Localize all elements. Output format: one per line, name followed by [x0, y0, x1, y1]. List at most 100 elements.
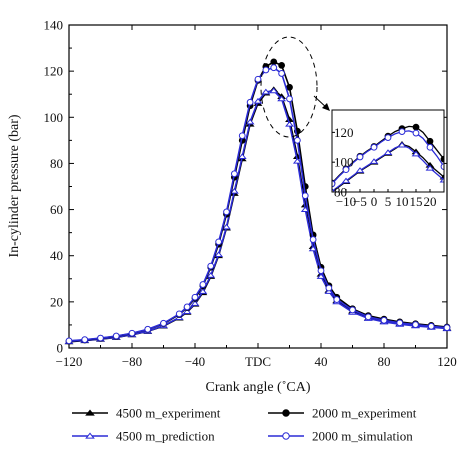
legend: 4500 m_experiment 4500 m_prediction 2000 m…: [72, 406, 417, 444]
data-point: [261, 88, 271, 95]
data-point: [190, 300, 200, 306]
y-tick-label: 40: [50, 248, 63, 263]
data-point: [325, 284, 333, 292]
legend-marker: [85, 409, 95, 416]
inset-data-point: [383, 149, 393, 155]
inset-data-point: [369, 158, 379, 164]
data-point: [206, 272, 216, 278]
inset-data-point: [398, 128, 406, 136]
x-axis-ticks: −120 −80 −40 TDC 40 80 120: [56, 25, 457, 369]
data-point: [144, 325, 152, 333]
data-point: [237, 153, 247, 159]
data-point: [269, 87, 279, 94]
data-point: [238, 132, 246, 140]
inset-data-point: [355, 167, 365, 173]
data-point: [246, 98, 254, 106]
inset-data-point: [370, 143, 378, 151]
zoom-arrow-head: [322, 103, 330, 111]
data-point: [364, 313, 372, 321]
data-point: [396, 319, 404, 327]
x-tick-label: −40: [185, 354, 205, 369]
inset-series: [332, 128, 444, 188]
data-point: [333, 296, 341, 303]
data-point: [65, 337, 73, 345]
x-tick-label: TDC: [245, 354, 271, 369]
inset-series: [332, 141, 444, 192]
y-tick-label: 0: [57, 341, 64, 356]
data-point: [443, 324, 451, 332]
inset-data-point: [425, 164, 435, 171]
data-point: [112, 332, 120, 340]
data-point: [128, 329, 136, 337]
inset-data-point: [412, 129, 420, 137]
y-tick-label: 140: [44, 18, 64, 33]
legend-marker: [85, 432, 95, 439]
inset-data-point: [439, 176, 444, 183]
data-point: [262, 66, 270, 74]
data-point: [160, 319, 167, 327]
inset-y-tick-label: 80: [334, 185, 347, 200]
data-point: [286, 95, 293, 103]
data-point: [198, 288, 208, 294]
data-point: [253, 97, 263, 104]
inset-x-tick-label: 5: [385, 194, 392, 209]
inset-x-axis-ticks: −10−5 0 5 10 15 20: [336, 189, 437, 209]
legend-label: 2000 m_experiment: [312, 406, 417, 421]
inset-data-point: [342, 166, 350, 174]
data-point: [97, 334, 104, 342]
data-point: [293, 136, 301, 144]
data-point: [191, 293, 199, 301]
inset-data-point: [426, 143, 434, 151]
legend-item: 4500 m_experiment: [72, 406, 221, 421]
data-point: [380, 316, 388, 324]
inset-data-point: [332, 188, 336, 192]
x-tick-label: 40: [315, 354, 328, 369]
data-point: [270, 64, 278, 72]
data-point: [349, 306, 356, 314]
data-point: [183, 303, 191, 311]
data-point: [270, 58, 278, 66]
inset-data-point: [356, 153, 364, 161]
data-point: [199, 281, 207, 288]
main-series-group: [64, 58, 452, 345]
data-point: [427, 322, 435, 330]
data-point: [278, 70, 286, 77]
inset-x-tick-label: 15: [410, 194, 423, 209]
data-point: [207, 262, 215, 270]
data-point: [215, 238, 223, 246]
series-2000-m-simulation: [65, 64, 451, 345]
data-point: [292, 157, 302, 164]
inset-series-group: [332, 123, 444, 192]
x-tick-label: −120: [56, 354, 83, 369]
data-point: [301, 192, 309, 200]
data-point: [286, 83, 293, 91]
inset-x-tick-label: −5: [353, 194, 367, 209]
inset-data-point: [397, 141, 407, 148]
inset-data-point: [412, 123, 420, 131]
legend-marker: [282, 409, 290, 417]
x-axis-title: Crank angle (˚CA): [206, 380, 311, 395]
inset-data-point: [384, 134, 392, 141]
data-point: [223, 208, 230, 216]
legend-marker: [282, 432, 290, 440]
y-tick-label: 120: [44, 64, 64, 79]
y-tick-label: 20: [50, 294, 63, 309]
inset-x-tick-label: 20: [424, 194, 437, 209]
inset-y-tick-label: 100: [334, 155, 354, 170]
inset-data-point: [426, 137, 434, 145]
y-tick-label: 80: [50, 156, 63, 171]
legend-item: 2000 m_experiment: [268, 406, 417, 421]
data-point: [254, 75, 262, 83]
inset-data-point: [332, 180, 336, 188]
inset-y-tick-label: 120: [334, 125, 354, 140]
data-point: [278, 61, 286, 69]
inset-x-tick-label: 0: [371, 194, 378, 209]
data-point: [222, 223, 231, 230]
y-tick-label: 100: [44, 110, 64, 125]
data-point: [214, 251, 224, 258]
data-point: [277, 95, 287, 102]
inset-data-point: [341, 177, 351, 184]
legend-item: 4500 m_prediction: [72, 429, 215, 444]
